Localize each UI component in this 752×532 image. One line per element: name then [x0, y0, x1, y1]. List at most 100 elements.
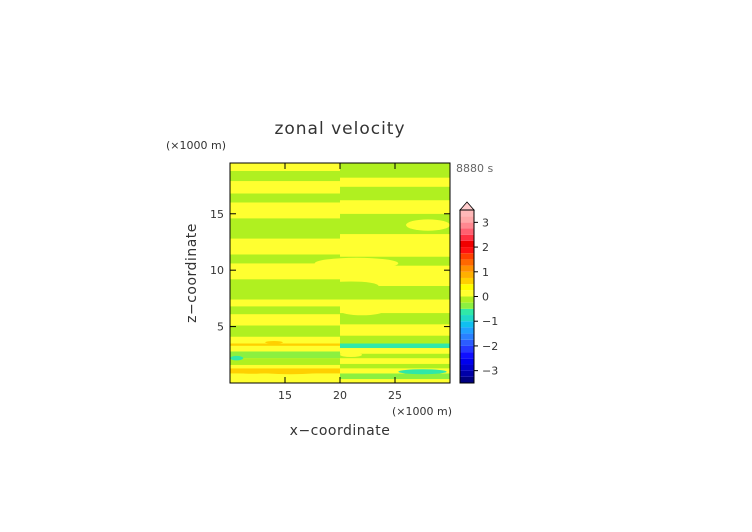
colorbar-swatch [460, 284, 474, 291]
field-band [230, 193, 340, 203]
colorbar-swatch [460, 358, 474, 365]
field-band [340, 353, 450, 359]
field-band [340, 186, 450, 201]
colorbar-swatch [460, 364, 474, 371]
colorbar: −3 −2 −1 0 1 2 3 [459, 201, 498, 384]
y-axis-label: z−coordinate [184, 223, 200, 323]
x-axis-unit: (×1000 m) [392, 405, 452, 418]
field-band [230, 325, 340, 337]
x-axis-ticks: 15 20 25 [278, 163, 402, 402]
y-axis-ticks: 5 10 15 [210, 208, 450, 334]
colorbar-tick-label: −3 [482, 365, 498, 378]
field-band [230, 306, 340, 315]
colorbar-tick-label: 1 [482, 266, 489, 279]
time-label: 8880 s [456, 162, 493, 175]
field-band [340, 163, 450, 178]
field-band [340, 348, 450, 354]
colorbar-swatch [460, 376, 474, 383]
colorbar-tick-label: −2 [482, 340, 498, 353]
chart-title: zonal velocity [274, 119, 405, 139]
x-tick-label: 20 [333, 389, 347, 402]
colorbar-swatch [460, 345, 474, 353]
field-band [340, 368, 450, 374]
field-band [230, 279, 340, 300]
field-band [230, 364, 340, 369]
field-band [340, 234, 450, 257]
field-band [230, 202, 340, 219]
field-anomaly [230, 355, 244, 361]
field-anomaly [265, 341, 283, 344]
colorbar-swatch [460, 370, 474, 377]
field-anomaly [234, 369, 270, 374]
y-axis-unit: (×1000 m) [166, 139, 226, 152]
colorbar-swatch [460, 265, 474, 272]
y-tick-label: 5 [217, 321, 224, 334]
colorbar-swatch [460, 308, 474, 316]
colorbar-extend-arrow [459, 201, 475, 211]
colorbar-swatch [460, 216, 474, 223]
field-band [230, 238, 340, 255]
field-band [340, 335, 450, 344]
colorbar-swatch [460, 222, 474, 229]
field-band [230, 263, 340, 280]
field-band [230, 181, 340, 194]
field-anomaly [398, 343, 425, 348]
colorbar-swatch [460, 240, 474, 248]
field-band [340, 313, 450, 325]
field-band [340, 343, 450, 349]
field-band [340, 358, 450, 364]
field-band [340, 324, 450, 336]
colorbar-tick-label: 3 [482, 216, 489, 229]
field-band [230, 336, 340, 344]
field-band [340, 373, 450, 380]
colorbar-tick-label: 2 [482, 241, 489, 254]
field-band [340, 256, 450, 266]
field-band [230, 314, 340, 326]
colorbar-swatch [460, 339, 474, 346]
colorbar-swatch [460, 271, 474, 278]
colorbar-swatch [460, 210, 474, 217]
field-band [230, 351, 340, 359]
colorbar-swatch [460, 277, 474, 285]
colorbar-swatch [460, 290, 474, 297]
colorbar-swatch [460, 333, 474, 340]
field-anomaly [259, 369, 322, 375]
colorbar-swatch [460, 247, 474, 254]
x-axis-label: x−coordinate [290, 423, 391, 439]
colorbar-swatch [460, 352, 474, 359]
colorbar-swatch [460, 228, 474, 235]
y-tick-label: 10 [210, 264, 224, 277]
field-band [230, 218, 340, 239]
field-band [230, 343, 340, 346]
colorbar-tick-label: −1 [482, 315, 498, 328]
y-tick-label: 15 [210, 208, 224, 221]
colorbar-swatch [460, 259, 474, 266]
field-anomaly [406, 219, 450, 231]
field-band [230, 373, 340, 380]
field-band [230, 170, 340, 182]
field-anomaly [314, 257, 399, 270]
colorbar-swatch [460, 302, 474, 309]
field-band [230, 358, 340, 365]
field-band [340, 265, 450, 286]
colorbar-swatch [460, 321, 474, 328]
field-band [230, 345, 340, 352]
colorbar-swatch [460, 234, 474, 241]
field-band [230, 299, 340, 307]
field-band [340, 177, 450, 187]
colorbar-swatch [460, 327, 474, 334]
colorbar-swatch [460, 296, 474, 303]
field-band [230, 254, 340, 264]
field-anomaly [340, 306, 384, 316]
field-anomaly [340, 352, 362, 358]
field-anomaly [323, 281, 379, 291]
field-band [340, 200, 450, 214]
velocity-field [230, 163, 450, 383]
colorbar-swatch [460, 315, 474, 322]
field-band [340, 363, 450, 369]
field-anomaly [398, 369, 447, 375]
x-tick-label: 15 [278, 389, 292, 402]
colorbar-swatch [460, 253, 474, 260]
x-tick-label: 25 [388, 389, 402, 402]
